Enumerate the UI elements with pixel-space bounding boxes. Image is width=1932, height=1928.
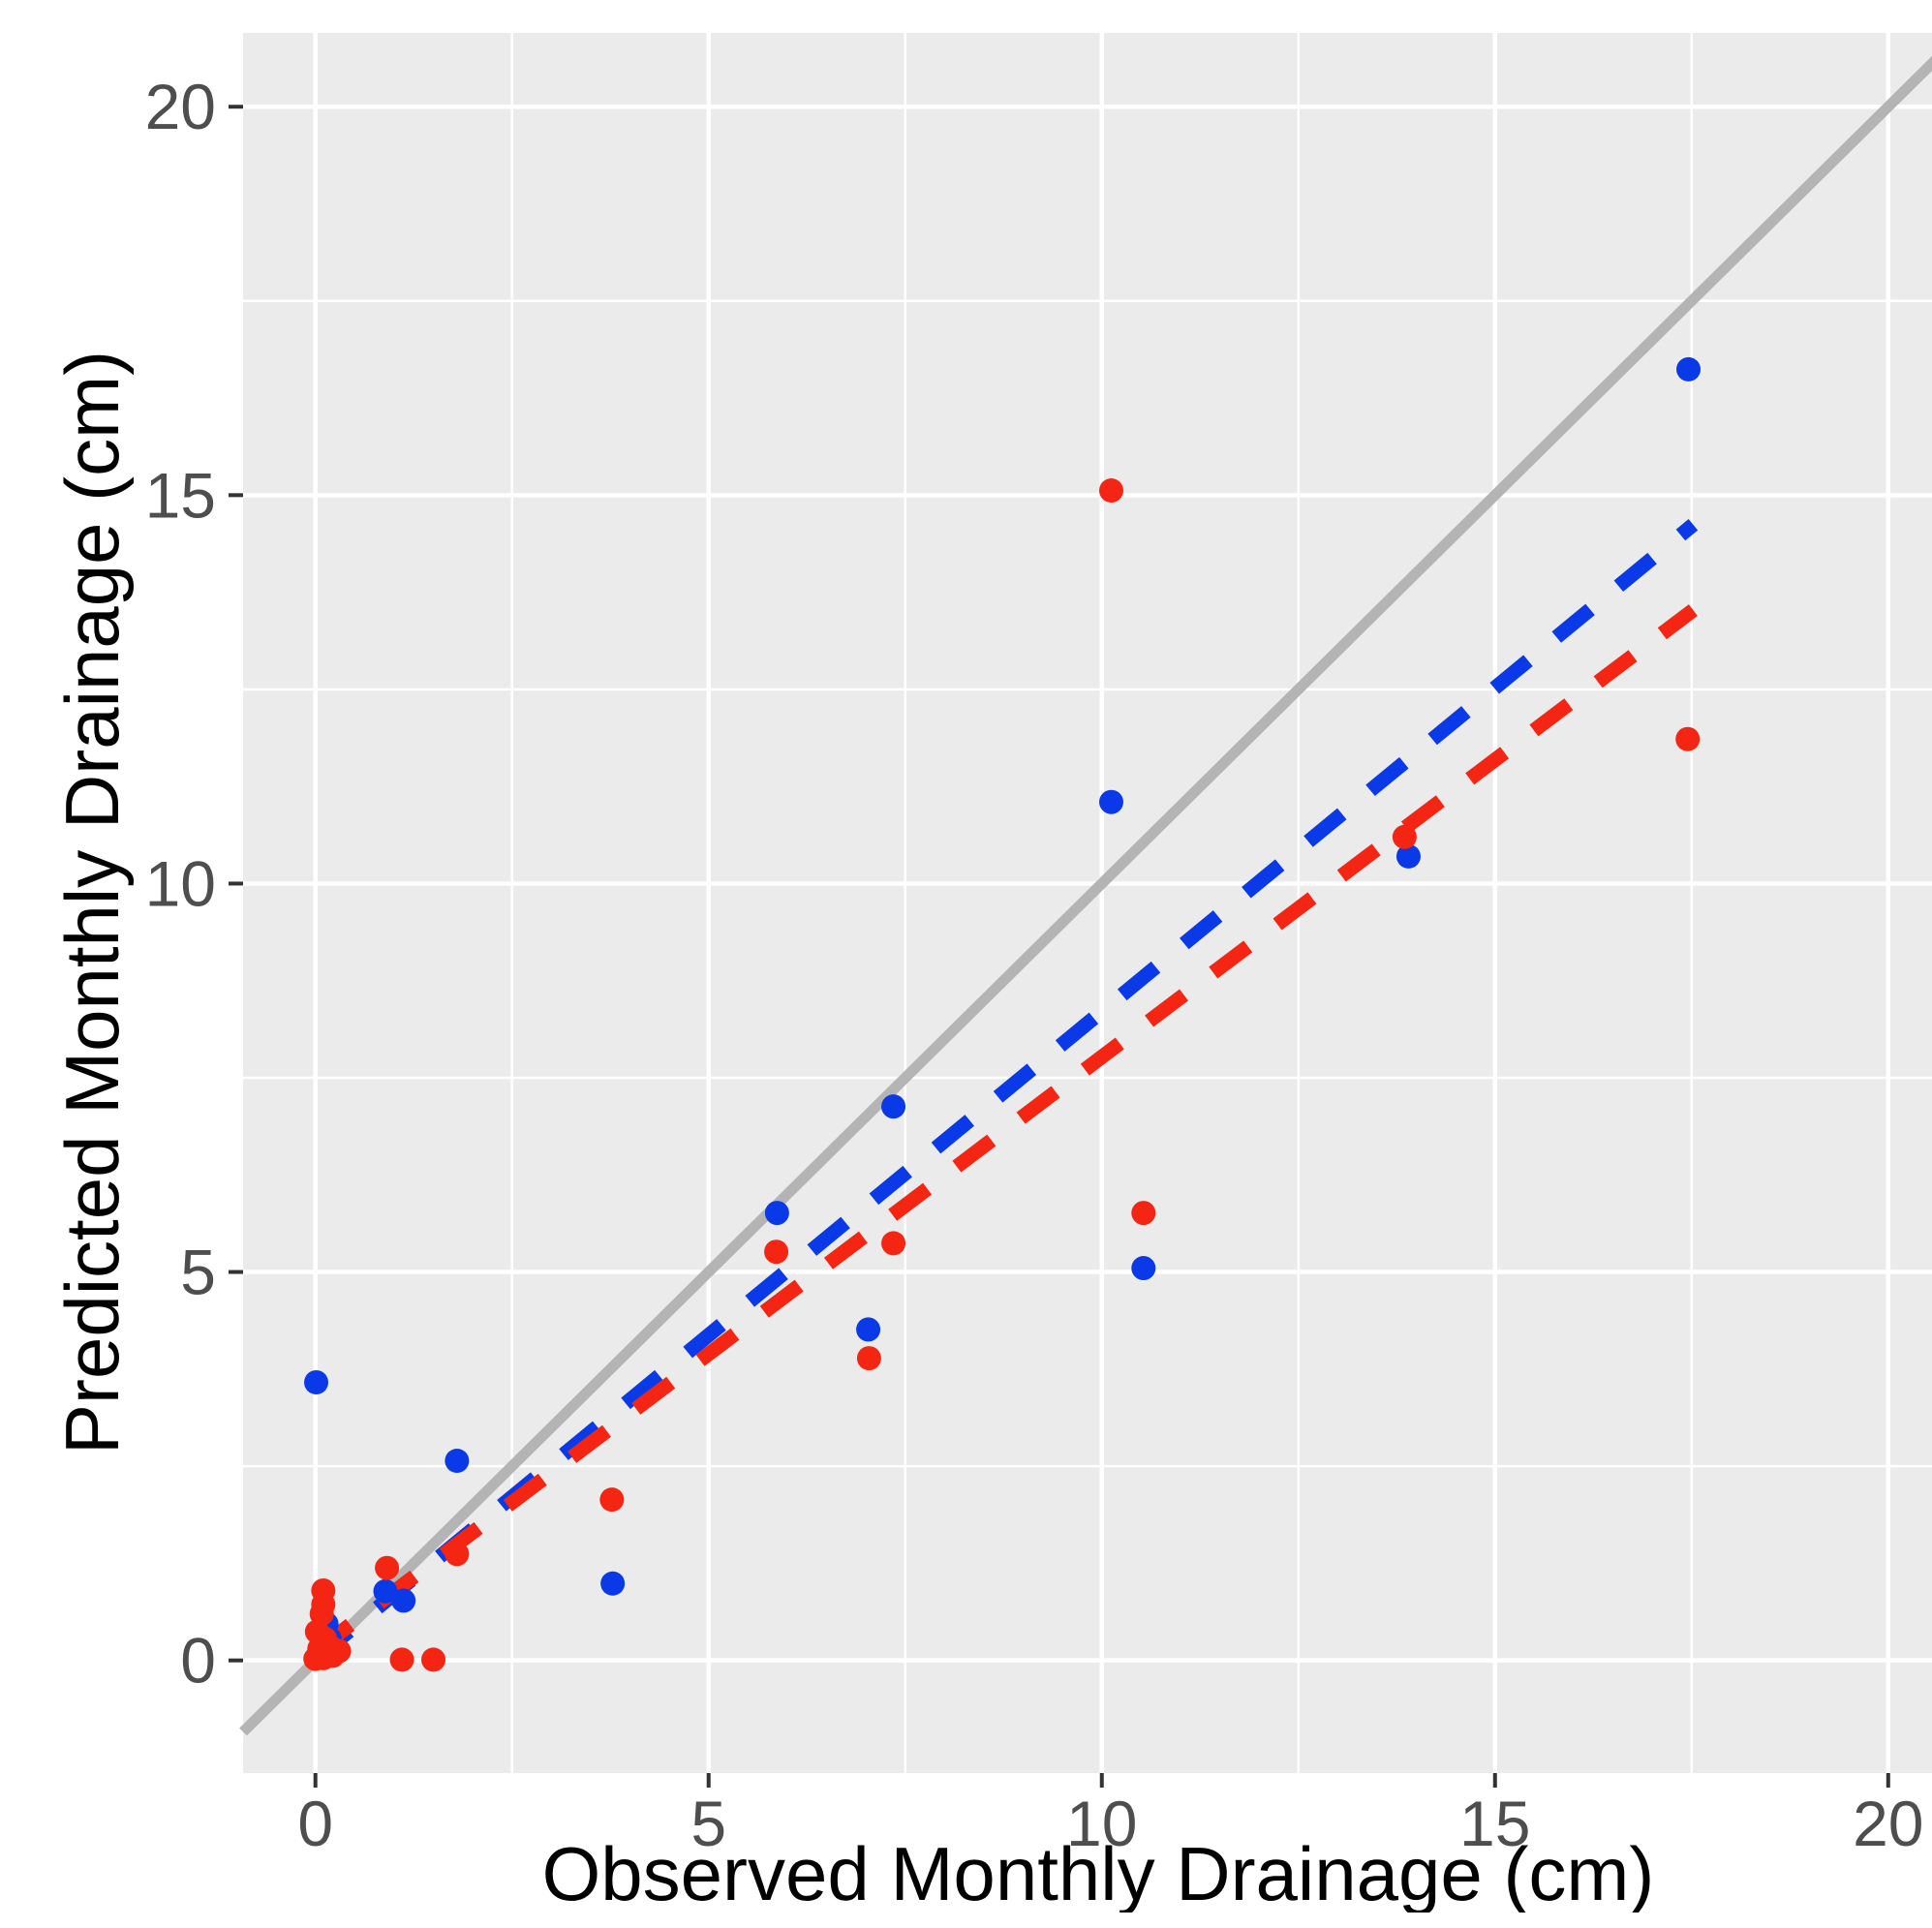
x-tick-label: 0 (297, 1788, 333, 1859)
data-point-red-series (1098, 478, 1123, 504)
data-point-red-series (375, 1555, 400, 1580)
data-point-blue-series (764, 1201, 789, 1226)
minor-gridlines (243, 33, 1932, 1773)
x-tick-label: 15 (1459, 1788, 1530, 1859)
scatter-plot-figure: 0 5 10 15 20 0 5 10 15 20 Observed Monthly Drain… (39, 15, 1932, 1913)
data-point-red-series (1675, 726, 1701, 751)
data-point-red-series (1131, 1201, 1156, 1226)
data-point-blue-series (856, 1317, 881, 1342)
x-tick-label: 20 (1853, 1788, 1923, 1859)
data-point-blue-series (373, 1578, 398, 1604)
data-points-group (303, 356, 1702, 1672)
data-point-red-series (1392, 824, 1417, 849)
data-point-blue-series (445, 1449, 470, 1474)
x-tick-label: 10 (1066, 1788, 1137, 1859)
data-point-red-series (599, 1487, 625, 1513)
data-point-red-series (881, 1231, 906, 1256)
data-point-blue-series (1395, 843, 1421, 869)
data-point-blue-series (1676, 356, 1702, 382)
x-axis-title: Observed Monthly Drainage (cm) (542, 1831, 1655, 1913)
data-point-blue-series (1131, 1256, 1156, 1281)
y-tick-label: 10 (145, 847, 216, 919)
data-point-blue-series (1098, 789, 1123, 814)
y-tick-label: 15 (145, 459, 216, 531)
blue-regression-line (310, 519, 1699, 1665)
y-axis-tick-labels: 0 5 10 15 20 (145, 71, 216, 1696)
regression-lines-group (310, 519, 1699, 1665)
one-to-one-line-group (239, 55, 1932, 1736)
data-point-red-series (445, 1542, 470, 1567)
data-point-blue-series (391, 1588, 416, 1613)
data-point-blue-series (600, 1571, 626, 1596)
x-tick-label: 5 (690, 1788, 726, 1859)
data-point-blue-series (881, 1094, 906, 1119)
data-point-red-series (764, 1239, 789, 1265)
y-tick-label: 20 (145, 71, 216, 142)
observed-vs-predicted-drainage-chart: 0 5 10 15 20 0 5 10 15 20 Observed Monthly Drain… (49, 33, 1932, 1913)
data-point-blue-series (304, 1369, 329, 1394)
data-point-red-series (311, 1577, 336, 1603)
data-point-red-series (421, 1647, 446, 1672)
axis-tick-marks (229, 105, 1890, 1788)
data-point-red-series (856, 1346, 881, 1371)
y-tick-label: 5 (180, 1237, 216, 1308)
x-axis-tick-labels: 0 5 10 15 20 (297, 1788, 1923, 1859)
y-axis-title: Predicted Monthly Drainage (cm) (49, 351, 135, 1454)
data-point-red-series (389, 1647, 414, 1672)
one-to-one-line (239, 55, 1932, 1736)
y-tick-label: 0 (180, 1625, 216, 1697)
